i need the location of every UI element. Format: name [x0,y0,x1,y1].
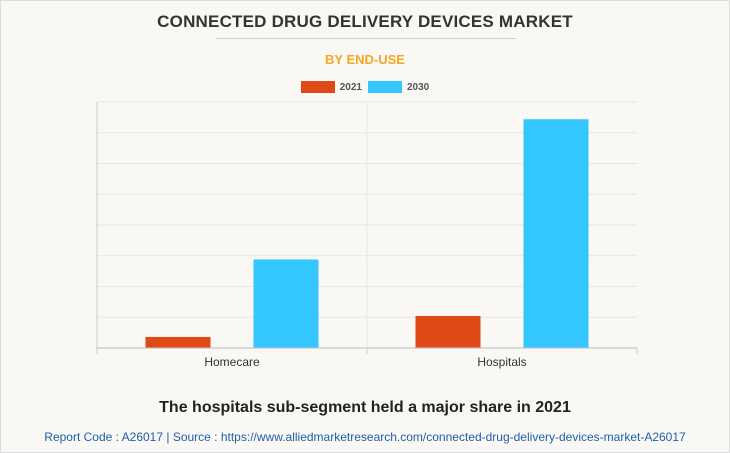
legend-label-2030: 2030 [407,81,430,93]
x-tick-label-homecare: Homecare [204,355,260,369]
source-footer[interactable]: Report Code : A26017 | Source : https://… [44,430,686,444]
bar-hospitals-2030 [523,119,589,348]
bar-homecare-2030 [253,259,319,348]
chart-title: CONNECTED DRUG DELIVERY DEVICES MARKET [157,12,573,31]
bar-hospitals-2021 [415,316,481,348]
legend-label-2021: 2021 [339,81,362,93]
legend-item-2021[interactable]: 2021 [300,81,362,93]
bar-homecare-2021 [145,336,211,348]
chart-subtitle: BY END-USE [325,52,405,67]
x-tick-label-hospitals: Hospitals [477,355,526,369]
legend-swatch-2030 [368,81,402,93]
title-divider [216,38,516,39]
legend-swatch-2021 [300,81,335,93]
chart-legend: 2021 2030 [1,81,729,93]
legend-item-2030[interactable]: 2030 [368,81,429,93]
chart-caption: The hospitals sub-segment held a major s… [159,399,571,416]
